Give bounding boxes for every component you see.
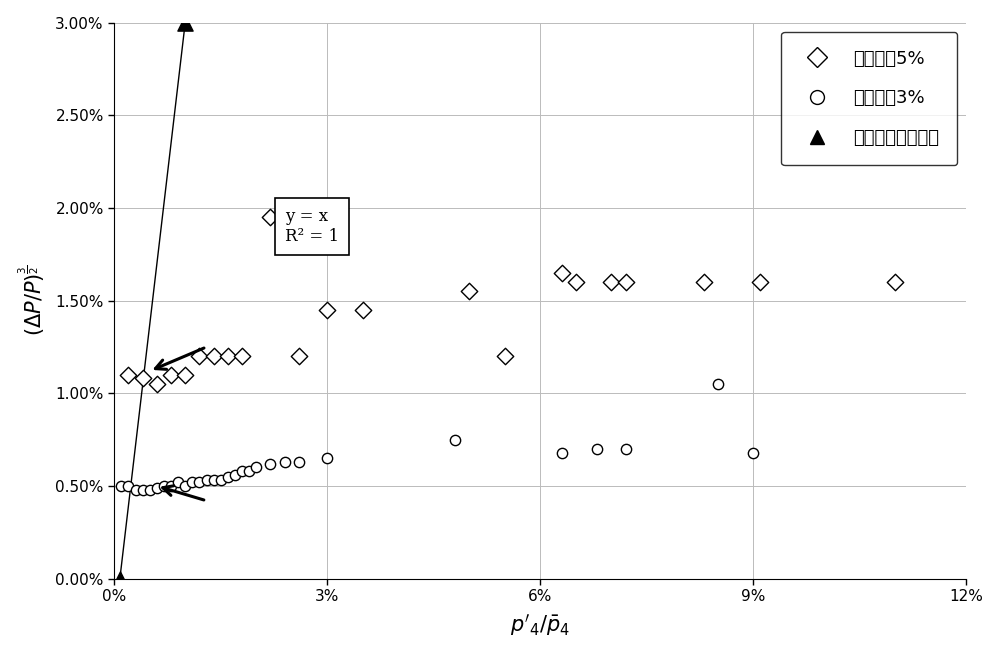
Point bbox=[206, 475, 222, 485]
Point bbox=[227, 470, 243, 480]
Point bbox=[142, 485, 158, 495]
Point bbox=[112, 573, 128, 584]
Point bbox=[177, 481, 193, 491]
Point bbox=[120, 481, 136, 491]
Point bbox=[447, 434, 463, 445]
Point bbox=[149, 483, 165, 493]
Point bbox=[199, 475, 215, 485]
Point bbox=[220, 351, 236, 362]
Point bbox=[461, 286, 477, 297]
Point bbox=[191, 351, 207, 362]
Point bbox=[184, 477, 200, 487]
Point bbox=[262, 458, 278, 469]
Point bbox=[291, 351, 307, 362]
Point bbox=[554, 268, 570, 278]
Point bbox=[568, 277, 584, 288]
Point bbox=[745, 447, 761, 458]
Point bbox=[319, 305, 335, 315]
Point bbox=[191, 477, 207, 487]
Point bbox=[128, 485, 144, 495]
Point bbox=[277, 457, 293, 467]
Point bbox=[355, 305, 371, 315]
Point bbox=[177, 369, 193, 380]
Point bbox=[149, 379, 165, 389]
X-axis label: $p'_4/\bar{p}_4$: $p'_4/\bar{p}_4$ bbox=[510, 612, 570, 639]
Point bbox=[603, 277, 619, 288]
Point bbox=[135, 373, 151, 384]
Point bbox=[163, 481, 179, 491]
Point bbox=[234, 466, 250, 476]
Point bbox=[220, 472, 236, 482]
Point bbox=[120, 369, 136, 380]
Legend: 设计压降5%, 设计压降3%, 小孔声学节流边界: 设计压降5%, 设计压降3%, 小孔声学节流边界 bbox=[781, 31, 957, 165]
Point bbox=[213, 475, 229, 485]
Point bbox=[618, 277, 634, 288]
Point bbox=[618, 443, 634, 454]
Point bbox=[135, 485, 151, 495]
Point bbox=[696, 277, 712, 288]
Point bbox=[241, 466, 257, 476]
Point bbox=[710, 379, 726, 389]
Point bbox=[234, 351, 250, 362]
Text: y = x
R² = 1: y = x R² = 1 bbox=[285, 208, 339, 245]
Point bbox=[156, 481, 172, 491]
Point bbox=[319, 453, 335, 463]
Point bbox=[248, 462, 264, 473]
Point bbox=[291, 457, 307, 467]
Point bbox=[163, 369, 179, 380]
Point bbox=[887, 277, 903, 288]
Point bbox=[206, 351, 222, 362]
Y-axis label: $(\Delta P/P)^{\frac{3}{2}}$: $(\Delta P/P)^{\frac{3}{2}}$ bbox=[17, 265, 47, 337]
Point bbox=[554, 447, 570, 458]
Point bbox=[177, 18, 193, 28]
Point bbox=[752, 277, 768, 288]
Point bbox=[497, 351, 513, 362]
Point bbox=[589, 443, 605, 454]
Point bbox=[170, 477, 186, 487]
Point bbox=[277, 212, 293, 223]
Point bbox=[113, 481, 129, 491]
Point bbox=[262, 212, 278, 223]
